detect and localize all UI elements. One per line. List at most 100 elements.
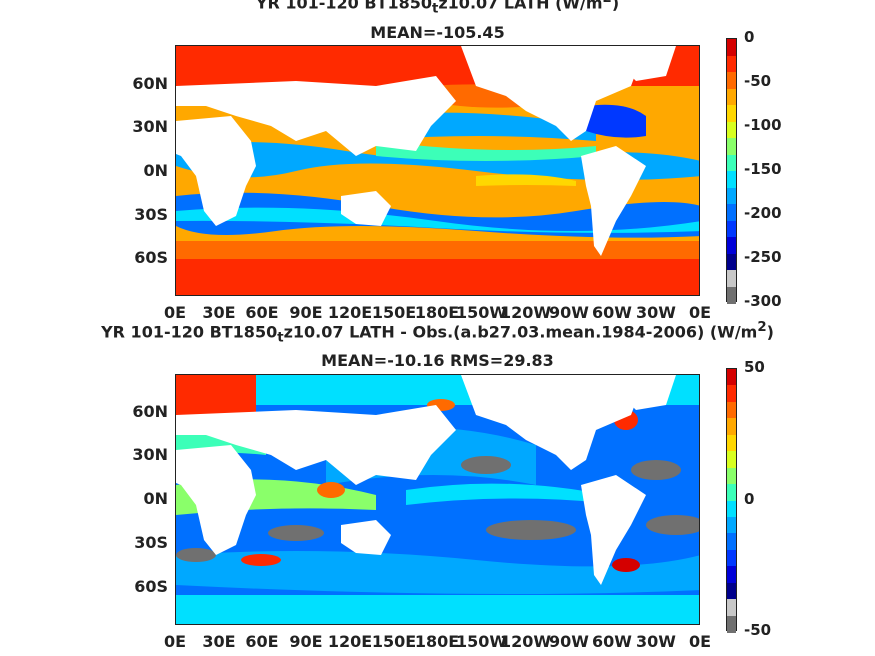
panel2-lon-label: 0E bbox=[688, 632, 712, 651]
colorbar-segment bbox=[727, 533, 736, 551]
colorbar-segment bbox=[727, 516, 736, 534]
colorbar-segment bbox=[727, 385, 736, 403]
panel2-title-text-b: z10.07 LATH - Obs.(a.b27.03.mean.1984-20… bbox=[283, 322, 758, 342]
land-australia bbox=[341, 191, 391, 226]
panel2-lon-label: 30W bbox=[636, 632, 676, 651]
panel2-lon-label: 0E bbox=[163, 632, 187, 651]
colorbar-segment bbox=[727, 418, 736, 436]
panel1-title-text: YR 101-120 BT1850 bbox=[255, 0, 432, 13]
panel1-lon-label: 0E bbox=[163, 303, 187, 322]
panel2-lon-label: 120W bbox=[500, 632, 552, 651]
colorbar-segment bbox=[727, 171, 736, 188]
land-australia bbox=[341, 520, 391, 555]
land-south-america bbox=[581, 146, 646, 256]
land-north-america bbox=[461, 375, 646, 470]
colorbar-segment bbox=[727, 270, 736, 287]
colorbar-segment bbox=[727, 484, 736, 501]
land-north-america bbox=[461, 46, 646, 141]
panel1-lon-label: 30E bbox=[202, 303, 236, 322]
colorbar-segment bbox=[727, 369, 736, 386]
colorbar-segment bbox=[727, 286, 736, 304]
colorbar-tick-label: -50 bbox=[744, 621, 772, 639]
colorbar-tick-label: -250 bbox=[744, 248, 782, 266]
colorbar-tick-label: 0 bbox=[744, 28, 755, 46]
panel1-lat-label-60n: 60N bbox=[132, 74, 168, 93]
panel2-title-text-c: ) bbox=[766, 322, 774, 342]
colorbar-tick-label: -150 bbox=[744, 160, 782, 178]
panel2-map bbox=[175, 374, 700, 625]
colorbar-segment bbox=[727, 566, 736, 584]
colorbar-segment bbox=[727, 237, 736, 254]
colorbar-tick-label: -100 bbox=[744, 116, 782, 134]
panel2-mean: MEAN=-10.16 RMS=29.83 bbox=[321, 351, 554, 370]
colorbar-segment bbox=[727, 599, 736, 617]
colorbar-tick-label: -200 bbox=[744, 204, 782, 222]
panel1-lon-label: 180E bbox=[414, 303, 460, 322]
panel2-title-sup: 2 bbox=[757, 320, 767, 335]
colorbar-segment bbox=[727, 138, 736, 155]
colorbar-segment bbox=[727, 582, 736, 600]
colorbar-segment bbox=[727, 615, 736, 633]
panel1-lat-label-0n: 0N bbox=[143, 161, 168, 180]
panel2-lon-label: 60E bbox=[245, 632, 279, 651]
panel1-lon-label: 120E bbox=[327, 303, 373, 322]
panel2-lat-label-30s: 30S bbox=[134, 533, 168, 552]
panel1-map-svg bbox=[176, 46, 699, 295]
panel2-lon-label: 180E bbox=[414, 632, 460, 651]
colorbar-segment bbox=[727, 105, 736, 122]
land-africa bbox=[176, 116, 256, 226]
panel2-lon-label: 150W bbox=[456, 632, 508, 651]
panel1-title-sup: 2 bbox=[603, 0, 612, 6]
panel1-lon-label: 90E bbox=[289, 303, 323, 322]
panel1-lat-label-30s: 30S bbox=[134, 205, 168, 224]
panel2-lon-label: 90E bbox=[289, 632, 323, 651]
panel1-lon-label: 120W bbox=[500, 303, 552, 322]
panel2-title-text: YR 101-120 BT1850 bbox=[101, 322, 278, 342]
colorbar-segment bbox=[727, 39, 736, 56]
panel2-lon-label: 150E bbox=[371, 632, 417, 651]
colorbar-segment bbox=[727, 220, 736, 238]
land-south-america bbox=[581, 475, 646, 585]
land-eurasia bbox=[176, 405, 456, 485]
colorbar-segment bbox=[727, 121, 736, 139]
panel2-lon-label: 60W bbox=[592, 632, 632, 651]
colorbar-segment bbox=[727, 467, 736, 485]
panel1-lat-label-60s: 60S bbox=[134, 248, 168, 267]
land-africa bbox=[176, 445, 256, 555]
panel2-title-sub: t bbox=[277, 330, 284, 346]
panel1-title-sub: t bbox=[431, 1, 439, 17]
panel2-colorbar bbox=[726, 368, 737, 633]
panel1-lon-label: 0E bbox=[688, 303, 712, 322]
panel1-lon-label: 90W bbox=[549, 303, 589, 322]
colorbar-segment bbox=[727, 55, 736, 73]
land-greenland bbox=[616, 375, 676, 410]
colorbar-segment bbox=[727, 500, 736, 518]
colorbar-tick-label: -300 bbox=[744, 292, 782, 310]
colorbar-segment bbox=[727, 549, 736, 567]
colorbar-segment bbox=[727, 204, 736, 221]
colorbar-segment bbox=[727, 154, 736, 172]
panel1-lon-label: 150E bbox=[371, 303, 417, 322]
panel1-lon-label: 60E bbox=[245, 303, 279, 322]
panel1-title: YR 101-120 BT1850tz10.07 LATH (W/m2) bbox=[0, 0, 875, 17]
panel1-mean: MEAN=-105.45 bbox=[370, 23, 505, 42]
panel2-lon-label: 120E bbox=[327, 632, 373, 651]
panel1-lat-label-30n: 30N bbox=[132, 117, 168, 136]
colorbar-tick-label: 0 bbox=[744, 489, 755, 508]
panel1-map bbox=[175, 45, 700, 296]
colorbar-segment bbox=[727, 401, 736, 419]
colorbar-segment bbox=[727, 187, 736, 205]
panel1-lon-label: 150W bbox=[456, 303, 508, 322]
panel2-lon-label: 90W bbox=[549, 632, 589, 651]
panel1-title-text-c: ) bbox=[611, 0, 620, 13]
colorbar-segment bbox=[727, 434, 736, 452]
panel2-lat-label-0n: 0N bbox=[143, 489, 168, 508]
panel2-lat-label-60n: 60N bbox=[132, 402, 168, 421]
colorbar-tick-label: 50 bbox=[744, 358, 765, 376]
panel2-lat-label-30n: 30N bbox=[132, 445, 168, 464]
colorbar-segment bbox=[727, 88, 736, 106]
colorbar-tick-label: -50 bbox=[744, 72, 772, 90]
panel1-lon-label: 60W bbox=[592, 303, 632, 322]
panel2-lat-label-60s: 60S bbox=[134, 577, 168, 596]
panel2-map-svg bbox=[176, 375, 699, 624]
